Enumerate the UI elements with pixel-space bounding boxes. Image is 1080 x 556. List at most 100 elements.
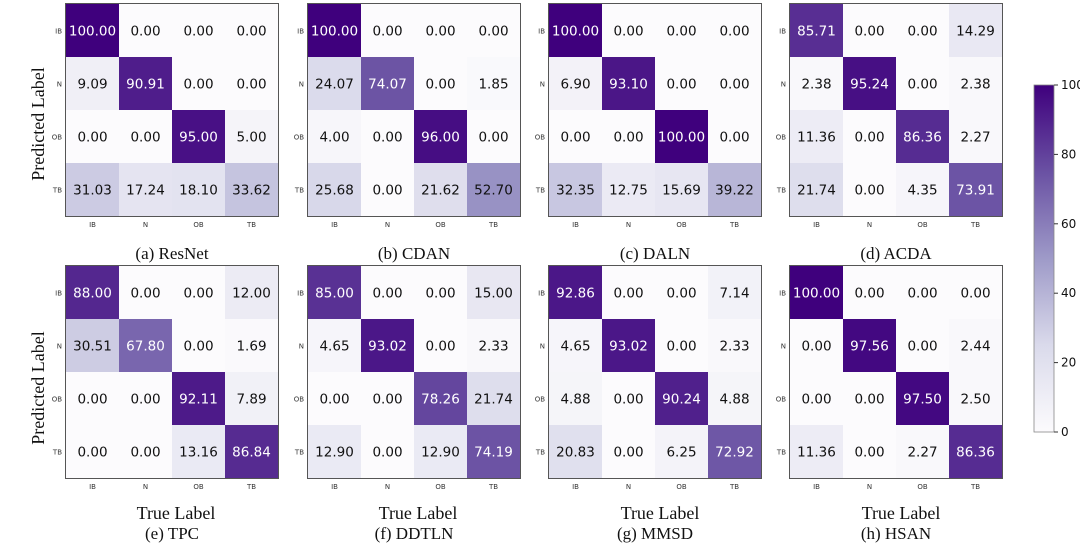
cell-value-label: 0.00 [854,130,884,146]
heatmap-cell [414,163,467,216]
cell-value-label: 95.24 [850,77,889,93]
cell-value-label: 0.00 [666,339,696,355]
cell-value-label: 0.00 [960,286,990,302]
cell-value-label: 0.00 [613,392,643,408]
cell-value-label: 0.00 [77,130,107,146]
panel-caption: (a) ResNet [135,244,208,263]
heatmap-cell [225,425,278,478]
colorbar-tick-label: 100 [1061,78,1080,92]
y-tick-label: TB [535,449,545,457]
cell-value-label: 86.36 [903,130,942,146]
heatmap-cell [361,163,414,216]
heatmap-cell [602,319,655,372]
heatmap-panel-6: 85.00 0.00 0.00 15.00 4.65 93.02 0.00 2.33 0.00 0… [294,265,521,543]
y-tick-label: N [57,81,62,89]
cell-value-label: 0.00 [425,24,455,40]
cell-value-label: 2.33 [478,339,508,355]
heatmap-cell [549,4,602,57]
heatmap-cell [119,319,172,372]
x-tick-label: IB [572,483,579,491]
panel-frame [307,3,521,217]
heatmap-cell [172,57,225,110]
heatmap-cell [308,319,361,372]
cell-value-label: 0.00 [613,445,643,461]
heatmap-cell [896,266,949,319]
heatmap-cell [655,110,708,163]
y-tick-label: TB [52,187,62,195]
cell-value-label: 0.00 [372,130,402,146]
cell-value-label: 0.00 [666,24,696,40]
cell-value-label: 52.70 [474,183,513,199]
y-tick-label: IB [297,290,304,298]
y-tick-label: OB [535,396,546,404]
cell-value-label: 0.00 [719,130,749,146]
x-tick-label: TB [970,221,980,229]
y-axis-title-top: Predicted Label [28,67,48,180]
y-tick-label: N [57,343,62,351]
y-tick-label: OB [52,134,63,142]
cell-value-label: 100.00 [552,24,599,40]
heatmap-cell [225,372,278,425]
heatmap-cell [896,57,949,110]
cell-value-label: 78.26 [421,392,460,408]
cell-value-label: 0.00 [183,24,213,40]
heatmap-cell [949,57,1002,110]
cell-value-label: 2.44 [960,339,990,355]
cell-value-label: 7.89 [236,392,266,408]
heatmap-cell [308,163,361,216]
cell-value-label: 97.56 [850,339,889,355]
heatmap-cell [708,4,761,57]
cell-value-label: 97.50 [903,392,942,408]
cell-value-label: 30.51 [73,339,112,355]
cell-value-label: 0.00 [613,130,643,146]
heatmap-cell [655,319,708,372]
cell-value-label: 0.00 [130,392,160,408]
heatmap-cell [708,319,761,372]
y-tick-label: OB [776,134,787,142]
heatmap-cell [66,266,119,319]
cell-value-label: 12.90 [421,445,460,461]
cell-value-label: 21.74 [797,183,836,199]
cell-value-label: 0.00 [236,77,266,93]
heatmap-cell [225,266,278,319]
cell-value-label: 4.88 [560,392,590,408]
cell-value-label: 0.00 [907,286,937,302]
x-tick-label: TB [488,483,498,491]
y-tick-label: IB [55,290,62,298]
x-tick-label: IB [89,221,96,229]
heatmap-cell [949,266,1002,319]
x-tick-label: N [626,221,631,229]
x-tick-label: OB [917,221,928,229]
heatmap-cell [949,4,1002,57]
cell-value-label: 0.00 [854,286,884,302]
heatmap-cell [949,319,1002,372]
cell-value-label: 86.84 [232,445,271,461]
y-tick-label: N [540,343,545,351]
x-tick-label: IB [572,221,579,229]
heatmap-cell [414,57,467,110]
cell-value-label: 15.00 [474,286,513,302]
heatmap-cell [414,266,467,319]
heatmap-cell [790,4,843,57]
heatmap-cell [66,4,119,57]
cell-value-label: 5.00 [236,130,266,146]
x-tick-label: IB [813,221,820,229]
cell-value-label: 6.25 [666,445,696,461]
x-tick-label: OB [676,221,687,229]
heatmap-cell [467,57,520,110]
x-tick-label: N [143,483,148,491]
heatmap-cell [119,266,172,319]
cell-value-label: 93.02 [368,339,407,355]
cell-value-label: 12.75 [609,183,648,199]
cell-value-label: 73.91 [956,183,995,199]
colorbar-gradient [1033,84,1055,433]
heatmap-cell [119,57,172,110]
heatmap-cell [119,425,172,478]
x-tick-label: N [143,221,148,229]
x-tick-label: N [385,483,390,491]
y-tick-label: N [540,81,545,89]
cell-value-label: 2.33 [719,339,749,355]
cell-value-label: 25.68 [315,183,354,199]
y-tick-label: TB [52,449,62,457]
y-tick-label: IB [55,28,62,36]
